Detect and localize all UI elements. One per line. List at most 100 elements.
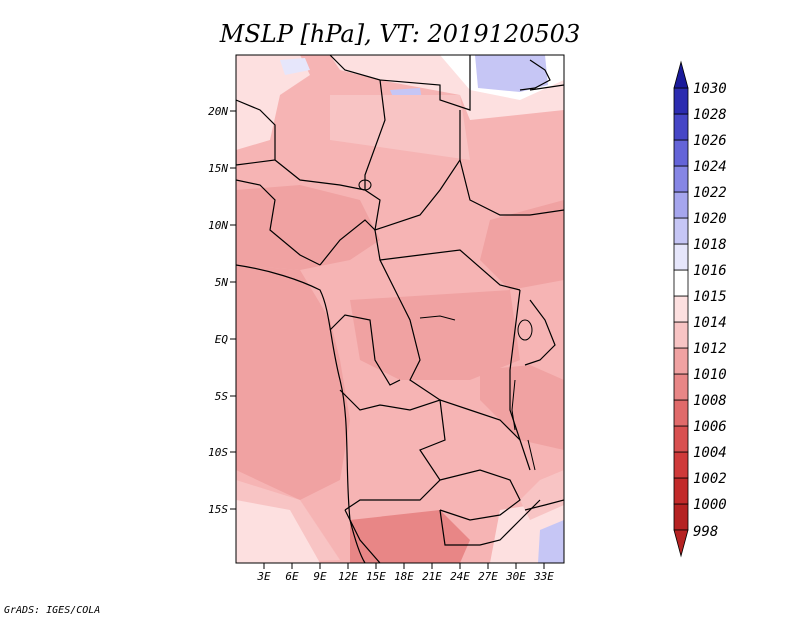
colorbar-swatch xyxy=(673,373,689,401)
lakes xyxy=(358,179,536,471)
colorbar-label: 1028 xyxy=(693,107,727,123)
border-drc-west xyxy=(399,299,521,441)
lat-label: 20N xyxy=(208,105,228,118)
field-northwest-1014 xyxy=(236,55,310,150)
colorbar-label: 1012 xyxy=(693,341,727,357)
colorbar-swatch xyxy=(673,347,689,375)
colorbar-swatch xyxy=(673,295,689,323)
field-ethiopia-1010 xyxy=(480,200,564,290)
colorbar-swatch xyxy=(673,321,689,349)
border-mozambique xyxy=(524,499,564,511)
colorbar-label: 1024 xyxy=(693,159,727,175)
colorbar-label: 1000 xyxy=(693,497,727,513)
field-westafrica-1010 xyxy=(236,185,380,270)
lat-label: 10N xyxy=(208,219,228,232)
lat-label: 15S xyxy=(208,503,228,516)
border-angola xyxy=(339,389,446,511)
colorbar-label: 1018 xyxy=(693,237,727,253)
grads-credit: GrADS: IGES/COLA xyxy=(4,605,100,616)
lon-label: 27E xyxy=(478,570,498,583)
field-congo-1010 xyxy=(350,290,520,380)
lat-axis: 20N 15N 10N 5N EQ 5S 10S 15S xyxy=(208,105,236,516)
border-zambia xyxy=(439,469,521,521)
field-northeast-1018 xyxy=(475,55,548,92)
lat-label: 15N xyxy=(208,162,228,175)
colorbar-label: 1030 xyxy=(693,81,727,97)
colorbar-label: 1022 xyxy=(693,185,727,201)
colorbar-swatch xyxy=(673,191,689,219)
lon-label: 6E xyxy=(285,570,299,583)
colorbar-label: 1020 xyxy=(693,211,727,227)
field-eastafrica-1010 xyxy=(480,365,564,450)
pressure-field xyxy=(236,55,564,563)
map-title: MSLP [hPa], VT: 2019120503 xyxy=(219,20,580,48)
lat-label: EQ xyxy=(215,333,229,346)
lat-label: 5N xyxy=(215,276,229,289)
border-egypt-coast xyxy=(519,59,551,91)
lake-tanganyika xyxy=(511,379,516,431)
lon-label: 33E xyxy=(533,570,554,583)
border-chad xyxy=(364,79,461,231)
colorbar-label: 1015 xyxy=(693,289,727,305)
border-mauritania xyxy=(236,99,276,166)
colorbar: 998 1000 1002 1004 1006 1008 1010 1012 1014 1015 1… xyxy=(673,60,727,558)
lon-label: 3E xyxy=(256,570,271,583)
border-congo xyxy=(329,314,401,386)
colorbar-swatch xyxy=(673,217,689,245)
field-north-1016 xyxy=(280,58,310,75)
colorbar-label: 1006 xyxy=(693,419,727,435)
lon-label: 12E xyxy=(338,570,358,583)
border-mali xyxy=(236,179,321,266)
colorbar-swatch xyxy=(673,243,689,271)
colorbar-swatch xyxy=(673,425,689,453)
colorbar-label: 1008 xyxy=(693,393,727,409)
colorbar-swatch xyxy=(673,87,689,115)
lon-label: 9E xyxy=(313,570,327,583)
coast-redsea xyxy=(529,84,564,91)
border-drc-east xyxy=(509,289,531,471)
colorbar-swatch xyxy=(673,399,689,427)
colorbar-label: 1002 xyxy=(693,471,727,487)
lon-label: 24E xyxy=(450,570,470,583)
country-borders xyxy=(236,55,564,563)
colorbar-label: 1026 xyxy=(693,133,727,149)
lake-chad xyxy=(358,179,372,191)
colorbar-swatch xyxy=(673,165,689,193)
colorbar-high-arrow xyxy=(673,60,689,89)
lon-axis: 3E 6E 9E 12E 15E 18E 21E 24E 27E 30E 33E xyxy=(256,563,554,583)
coastline-west xyxy=(236,264,366,563)
colorbar-swatch xyxy=(673,477,689,505)
colorbar-swatch xyxy=(673,269,689,297)
border-libya xyxy=(329,55,471,111)
colorbar-label: 1010 xyxy=(693,367,727,383)
colorbar-swatch xyxy=(673,139,689,167)
lake-malawi xyxy=(527,439,536,471)
lon-label: 21E xyxy=(422,570,442,583)
border-car xyxy=(379,249,521,291)
field-southwest-1014 xyxy=(236,500,320,563)
border-kenya xyxy=(524,299,556,366)
map-frame xyxy=(235,54,565,564)
lon-label: 15E xyxy=(366,570,386,583)
lon-label: 18E xyxy=(394,570,414,583)
border-nigeria xyxy=(319,219,401,301)
field-kalahari-1008 xyxy=(350,510,470,563)
border-botswana xyxy=(439,499,541,546)
colorbar-swatch xyxy=(673,503,689,531)
lat-label: 5S xyxy=(215,390,229,403)
field-sahara-1012 xyxy=(330,95,470,160)
lake-victoria xyxy=(517,319,533,341)
colorbar-label: 1016 xyxy=(693,263,727,279)
border-niger xyxy=(274,159,366,191)
field-southeast-1018 xyxy=(538,520,564,563)
colorbar-label: 998 xyxy=(693,524,718,540)
colorbar-low-arrow xyxy=(673,529,689,558)
border-sudan xyxy=(459,159,564,216)
colorbar-label: 1014 xyxy=(693,315,727,331)
river-congo xyxy=(419,315,456,321)
colorbar-label: 1004 xyxy=(693,445,727,461)
colorbar-swatch xyxy=(673,451,689,479)
field-madagascar-1012 xyxy=(520,470,564,520)
colorbar-swatch xyxy=(673,113,689,141)
